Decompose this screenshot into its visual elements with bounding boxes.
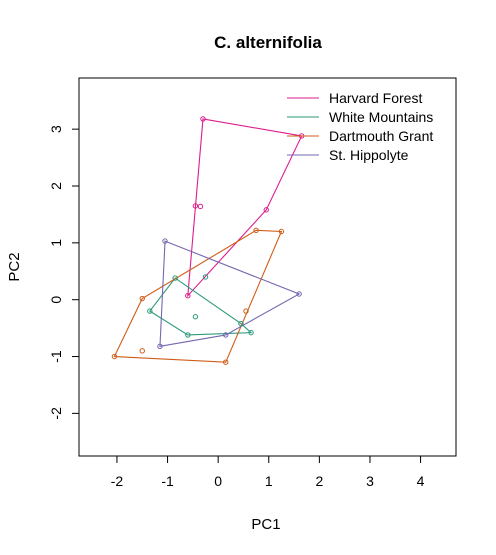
data-point: [296, 291, 302, 297]
x-tick-label: 0: [214, 473, 222, 489]
y-axis-label: PC2: [6, 252, 23, 281]
data-point: [185, 293, 191, 299]
data-point: [200, 116, 206, 122]
y-tick-label: 1: [48, 239, 64, 247]
hull-harvard-forest: [187, 118, 303, 298]
y-tick-label: -2: [48, 407, 64, 420]
x-tick-label: 2: [315, 473, 323, 489]
x-tick-label: -2: [111, 473, 124, 489]
x-axis: -2 -1 0 1 2 3 4: [111, 455, 425, 489]
x-tick-label: 3: [366, 473, 374, 489]
y-axis: -2 -1 0 1 2 3: [48, 125, 80, 420]
y-tick-label: -1: [48, 350, 64, 363]
data-point: [243, 308, 249, 314]
data-point: [139, 348, 145, 354]
data-point: [223, 359, 229, 365]
data-point: [111, 353, 118, 360]
data-point: [162, 238, 168, 244]
data-point: [157, 343, 163, 349]
data-point: [139, 295, 145, 302]
data-point: [172, 275, 178, 281]
y-tick-label: 3: [48, 125, 64, 133]
x-tick-label: 4: [417, 473, 425, 489]
data-point: [202, 274, 209, 280]
data-point: [253, 227, 259, 234]
data-point: [192, 314, 199, 320]
x-tick-label: -1: [161, 473, 174, 489]
legend-label: St. Hippolyte: [329, 147, 409, 163]
data-point: [248, 329, 254, 336]
data-point: [147, 308, 153, 314]
legend-label: Harvard Forest: [329, 90, 422, 106]
data-point: [223, 332, 229, 338]
data-point: [238, 320, 244, 327]
legend: Harvard Forest White Mountains Dartmouth G…: [287, 90, 433, 163]
data-point: [192, 203, 199, 209]
data-points: [111, 116, 305, 365]
legend-label: Dartmouth Grant: [329, 128, 433, 144]
legend-label: White Mountains: [329, 109, 433, 125]
x-axis-label: PC1: [251, 516, 280, 533]
hull-st-hippolyte: [159, 240, 301, 347]
data-point: [263, 207, 269, 213]
y-tick-label: 2: [48, 182, 64, 190]
y-tick-label: 0: [48, 296, 64, 304]
x-tick-label: 1: [265, 473, 273, 489]
hull-dartmouth-grant: [113, 229, 283, 363]
data-point: [278, 228, 285, 235]
data-point: [185, 332, 191, 338]
chart-title: C. alternifolia: [214, 33, 322, 52]
data-point: [197, 203, 204, 210]
hull-white-mountains: [149, 277, 253, 336]
hull-polygons: [113, 118, 303, 363]
